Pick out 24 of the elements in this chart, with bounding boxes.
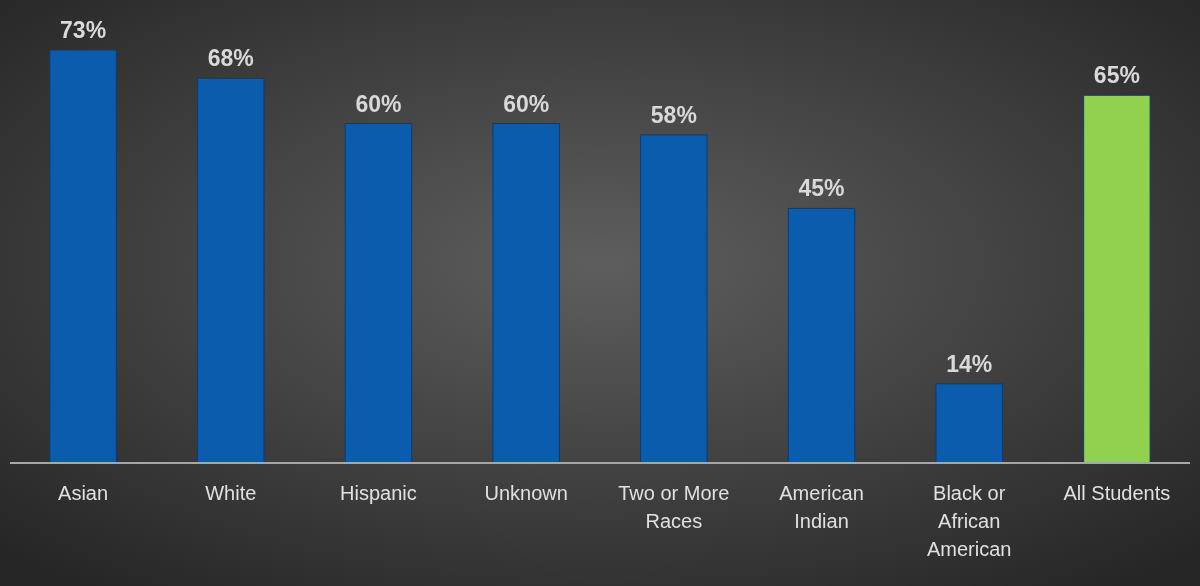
bar bbox=[640, 134, 708, 464]
bar bbox=[935, 383, 1003, 464]
x-tick-label: Two or More Races bbox=[618, 482, 730, 532]
x-tick-label: White bbox=[205, 482, 257, 504]
bar bbox=[197, 77, 265, 464]
data-label: 14% bbox=[946, 350, 993, 377]
x-tick-label: Unknown bbox=[484, 482, 568, 504]
x-tick-label: Hispanic bbox=[340, 482, 417, 504]
bar bbox=[492, 123, 560, 464]
data-label: 60% bbox=[355, 90, 402, 117]
x-tick-label: American Indian bbox=[779, 482, 864, 532]
data-label: 45% bbox=[798, 175, 845, 202]
x-tick-label: Black or African American bbox=[926, 482, 1012, 560]
x-tick-label: All Students bbox=[1063, 482, 1171, 504]
bar bbox=[787, 207, 856, 464]
bar bbox=[1083, 94, 1151, 464]
data-label: 58% bbox=[650, 101, 697, 128]
bar bbox=[344, 123, 413, 464]
bar bbox=[49, 49, 117, 464]
data-label: 60% bbox=[503, 90, 550, 117]
data-label: 65% bbox=[1093, 62, 1140, 89]
x-tick-label: Asian bbox=[58, 482, 109, 504]
data-label: 73% bbox=[60, 17, 107, 43]
data-label: 68% bbox=[207, 45, 254, 72]
